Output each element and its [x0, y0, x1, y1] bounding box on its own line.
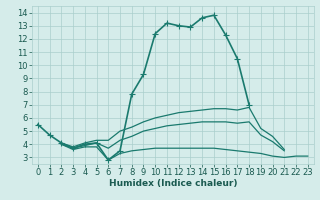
X-axis label: Humidex (Indice chaleur): Humidex (Indice chaleur): [108, 179, 237, 188]
